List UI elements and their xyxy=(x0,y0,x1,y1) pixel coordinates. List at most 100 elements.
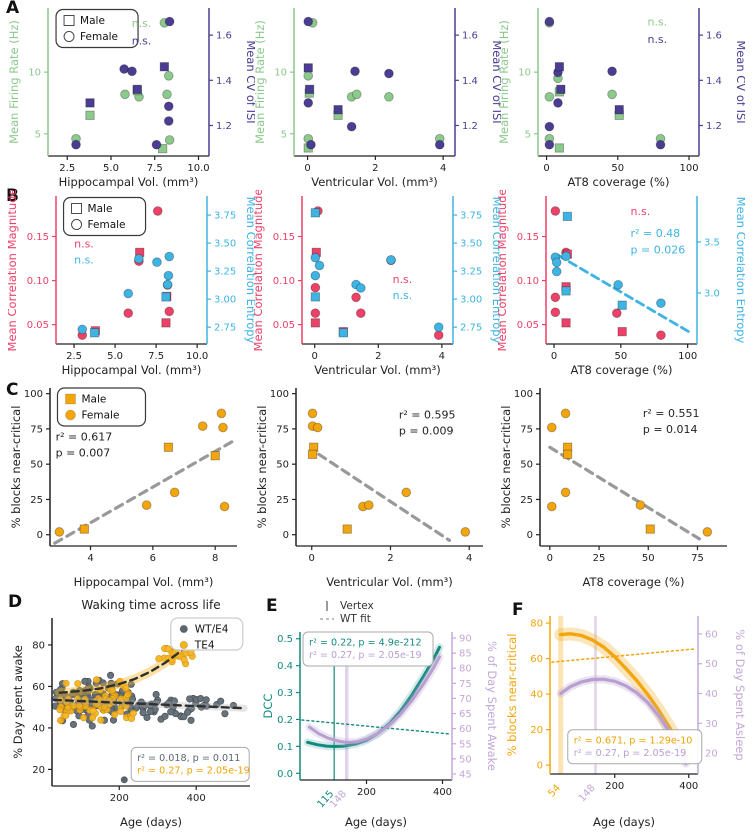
svg-text:400: 400 xyxy=(679,781,698,792)
svg-text:85: 85 xyxy=(459,649,472,660)
svg-text:20: 20 xyxy=(530,725,543,736)
svg-text:0: 0 xyxy=(283,530,289,541)
svg-text:80: 80 xyxy=(459,664,472,675)
svg-text:5: 5 xyxy=(281,129,287,140)
panel-a-at8-svg: 0 50 100 AT8 coverage (%) 5 10 Mean Firing Rat… xyxy=(497,8,748,189)
panel-a-hippocampal: 2.5 5.0 7.5 10.0 Hippocampal Vol. (mm³) 5 10 Me… xyxy=(7,2,258,196)
x-axis-label: Hippocampal Vol. (mm³) xyxy=(62,363,202,377)
svg-text:200: 200 xyxy=(110,793,129,804)
svg-text:r² = 0.27, p = 2.05e-19: r² = 0.27, p = 2.05e-19 xyxy=(137,765,250,776)
svg-text:50: 50 xyxy=(520,460,533,471)
svg-text:148: 148 xyxy=(577,783,598,805)
svg-text:0: 0 xyxy=(547,553,553,564)
svg-text:Male: Male xyxy=(88,203,113,215)
svg-text:25: 25 xyxy=(30,495,43,506)
svg-text:0.15: 0.15 xyxy=(273,232,295,243)
svg-text:400: 400 xyxy=(433,787,452,798)
svg-text:Male: Male xyxy=(81,394,106,406)
right-axis-label: Mean Correlation Entropy xyxy=(490,197,501,344)
svg-text:0.0: 0.0 xyxy=(277,769,293,780)
svg-text:Female: Female xyxy=(80,31,118,43)
svg-text:0: 0 xyxy=(551,351,557,362)
svg-text:40: 40 xyxy=(530,690,543,701)
left-axis-label: % Day spent awake xyxy=(11,645,25,759)
svg-text:75: 75 xyxy=(30,424,43,435)
svg-text:r² = 0.22, p = 4.9e-212: r² = 0.22, p = 4.9e-212 xyxy=(309,638,422,649)
svg-text:75: 75 xyxy=(520,424,533,435)
panel-c-hippocampal: 4 6 8 Hippocampal Vol. (mm³) 0 25 50 75 100% blo… xyxy=(8,380,255,596)
svg-text:25: 25 xyxy=(276,495,289,506)
svg-text:Female: Female xyxy=(81,410,119,422)
x-axis-label: Age (days) xyxy=(345,815,407,829)
svg-text:10: 10 xyxy=(518,68,531,79)
left-axis-label: Mean Firing Rate (Hz) xyxy=(254,20,267,144)
panel-b-ventricular: 0 2 4 Ventricular Vol. (mm³) 0.05 0.10 0.15 Mea… xyxy=(251,189,504,384)
panel-c-hippocampal-svg: 4 6 8 Hippocampal Vol. (mm³) 0 25 50 75 100% blo… xyxy=(9,387,237,589)
svg-text:0: 0 xyxy=(537,761,543,772)
right-axis-label: % of Day Spent Asleep xyxy=(733,629,747,760)
svg-text:50: 50 xyxy=(30,460,43,471)
panel-a-at8: 0 50 100 AT8 coverage (%) 5 10 Mean Firing Rat… xyxy=(497,2,748,196)
svg-text:4: 4 xyxy=(440,163,446,174)
svg-text:3.25: 3.25 xyxy=(460,267,482,278)
svg-text:5.0: 5.0 xyxy=(103,163,119,174)
svg-text:3.75: 3.75 xyxy=(460,211,482,222)
svg-text:0: 0 xyxy=(37,530,43,541)
svg-text:10: 10 xyxy=(274,68,287,79)
right-axis-label: % of Day Spent Awake xyxy=(485,641,499,771)
panel-b-at8-svg: 0 50 100 AT8 coverage (%) 0.05 0.10 0.15 Mean C… xyxy=(495,189,748,377)
svg-text:6: 6 xyxy=(150,553,156,564)
svg-text:1.4: 1.4 xyxy=(462,76,478,87)
svg-text:2.5: 2.5 xyxy=(59,163,75,174)
annotation: p = 0.014 xyxy=(643,423,698,436)
panel-label-c: C xyxy=(6,380,19,400)
svg-text:100: 100 xyxy=(24,389,43,400)
svg-text:4: 4 xyxy=(466,553,472,564)
svg-text:75: 75 xyxy=(459,679,472,690)
svg-text:75: 75 xyxy=(691,553,704,564)
right-axis-label: Mean Correlation Entropy xyxy=(734,197,745,344)
svg-text:45: 45 xyxy=(459,769,472,780)
svg-text:54: 54 xyxy=(546,783,563,800)
right-axis-label: Mean CV of ISI xyxy=(734,40,745,123)
panel-label-a: A xyxy=(6,0,20,18)
svg-text:0.05: 0.05 xyxy=(27,320,49,331)
panel-c-ventricular: 0 2 4 Ventricular Vol. (mm³) 0 25 50 75 100% blo… xyxy=(254,380,501,596)
svg-text:5: 5 xyxy=(525,129,531,140)
x-axis-label: AT8 coverage (%) xyxy=(571,363,673,377)
panel-f-blocks-near-critical-svg: 200 400 54 148 Age (days) 0 20 40 60 80 % blocks n… xyxy=(505,616,747,829)
svg-text:25: 25 xyxy=(593,553,606,564)
svg-text:3.0: 3.0 xyxy=(704,288,720,299)
annotation: n.s. xyxy=(393,289,413,302)
svg-text:40: 40 xyxy=(32,723,45,734)
x-axis-label: Ventricular Vol. (mm³) xyxy=(311,175,438,189)
x-axis-label: AT8 coverage (%) xyxy=(583,575,685,589)
svg-text:30: 30 xyxy=(705,719,718,730)
svg-text:80: 80 xyxy=(32,640,45,651)
x-axis-label: Ventricular Vol. (mm³) xyxy=(314,363,441,377)
left-axis-label: Mean Correlation Magnitude xyxy=(8,190,19,351)
panel-label-b: B xyxy=(6,186,19,206)
x-axis-label: Hippocampal Vol. (mm³) xyxy=(59,175,199,189)
svg-text:1.2: 1.2 xyxy=(462,121,478,132)
svg-text:50: 50 xyxy=(611,163,624,174)
svg-text:0.5: 0.5 xyxy=(277,634,293,645)
panel-d-waking-time: 200 400 Age (days) 20 40 60 80 % Day spent awak… xyxy=(8,594,258,832)
svg-text:1.6: 1.6 xyxy=(706,31,722,42)
svg-text:WT fit: WT fit xyxy=(340,613,371,625)
x-axis-label: Age (days) xyxy=(593,815,655,829)
svg-text:3.00: 3.00 xyxy=(214,295,236,306)
panel-label-d: D xyxy=(8,592,23,612)
panel-f-blocks-near-critical: 200 400 54 148 Age (days) 0 20 40 60 80 % blocks n… xyxy=(502,594,750,832)
svg-text:0.10: 0.10 xyxy=(273,276,295,287)
svg-text:1.4: 1.4 xyxy=(706,76,722,87)
panel-c-at8: 0 25 50 75 AT8 coverage (%) 0 25 50 75 100% block… xyxy=(498,380,745,596)
svg-text:80: 80 xyxy=(530,619,543,630)
svg-text:1.2: 1.2 xyxy=(216,121,232,132)
left-axis-label: % blocks near-critical xyxy=(255,406,269,529)
svg-text:2.75: 2.75 xyxy=(214,323,236,334)
x-axis-label: Ventricular Vol. (mm³) xyxy=(326,575,453,589)
left-axis-label: % blocks near-critical xyxy=(505,634,519,757)
svg-text:0: 0 xyxy=(527,530,533,541)
